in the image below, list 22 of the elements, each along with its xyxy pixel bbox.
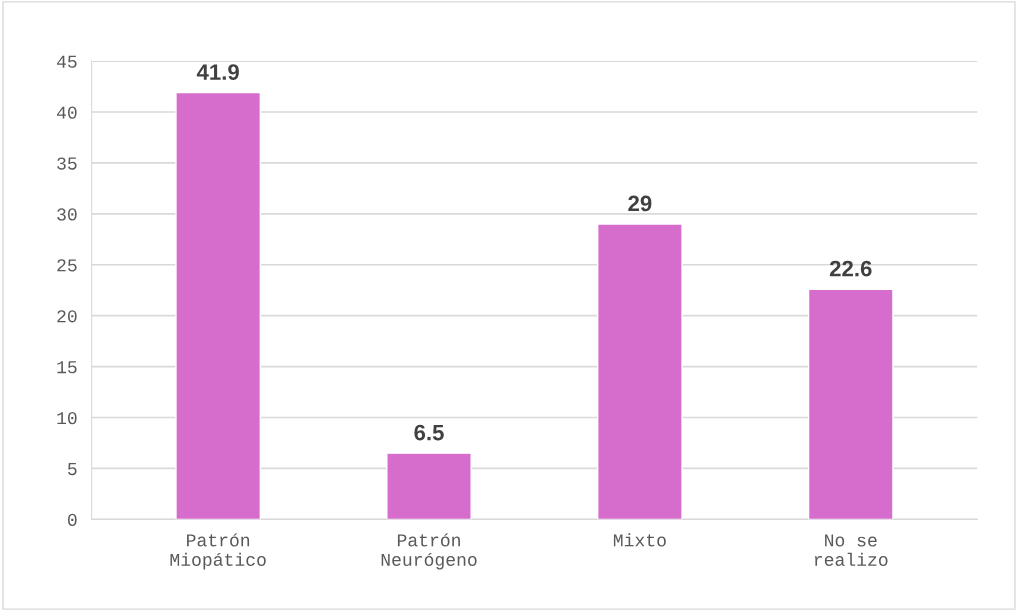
y-tick-label: 40	[56, 106, 77, 119]
data-label: 6.5	[414, 424, 444, 441]
y-tick-label: 35	[57, 157, 77, 170]
bar	[386, 452, 472, 520]
y-tick-label: 0	[67, 513, 77, 527]
x-tick-label: Mixto	[613, 533, 666, 547]
data-label: 29	[628, 195, 652, 212]
y-tick-label: 45	[56, 55, 77, 68]
data-label: 41.9	[196, 64, 239, 80]
bar	[175, 91, 262, 520]
y-tick-label: 10	[57, 411, 77, 425]
y-tick-label: 25	[57, 259, 77, 272]
x-tick-label: Patrón Miopático	[170, 533, 266, 570]
bar	[597, 223, 683, 520]
y-tick-label: 5	[68, 463, 77, 476]
y-tick-label: 15	[57, 361, 77, 374]
x-tick-label: No se realizo	[814, 534, 888, 566]
y-tick-label: 30	[57, 208, 77, 221]
data-label: 22.6	[829, 260, 872, 277]
x-tick-label: Patrón Neurógeno	[381, 533, 477, 570]
bar	[807, 288, 894, 520]
y-tick-label: 20	[57, 310, 77, 323]
